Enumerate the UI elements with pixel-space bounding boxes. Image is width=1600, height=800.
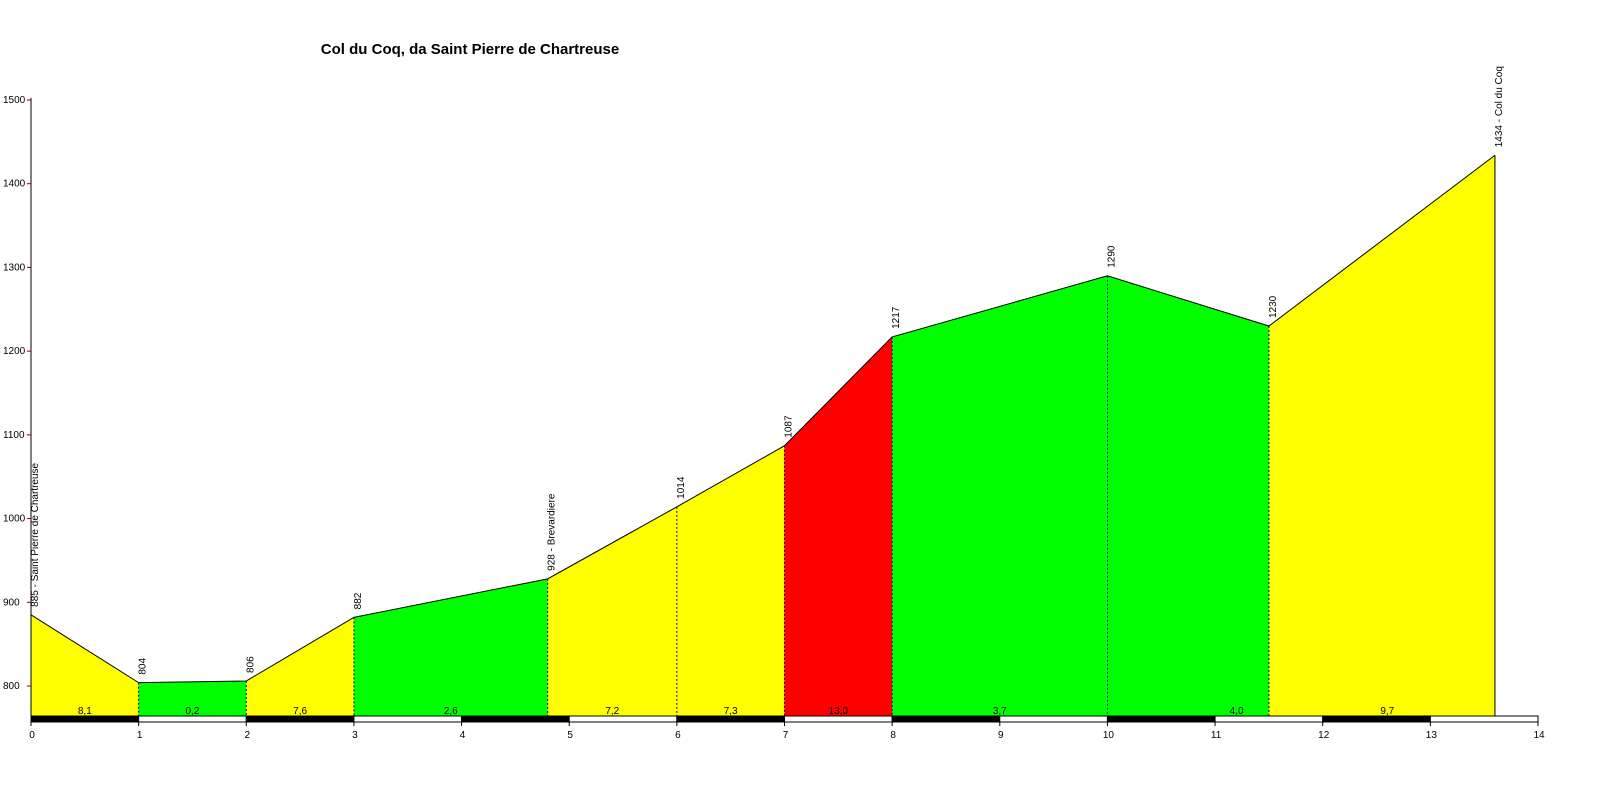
point-label: 885 - Saint Pierre de Chartreuse [30, 462, 41, 606]
point-label: 1087 [784, 415, 795, 438]
x-tick-label: 4 [460, 730, 466, 741]
gradient-label: 8,1 [78, 706, 92, 717]
gradient-label: 4,0 [1230, 706, 1244, 717]
segment-area [1268, 155, 1495, 717]
x-tick-label: 5 [567, 730, 573, 741]
y-tick-label: 1300 [3, 262, 26, 273]
segment-area [784, 336, 893, 717]
segment-area [547, 506, 677, 717]
gradient-label: 7,3 [724, 706, 738, 717]
scale-bar-segment [1322, 715, 1431, 723]
y-tick-label: 1400 [3, 179, 26, 190]
gradient-label: 7,2 [605, 706, 619, 717]
segment-area [31, 614, 139, 717]
gradient-label: 3,7 [993, 706, 1007, 717]
gradient-label: 9,7 [1380, 706, 1394, 717]
point-label: 882 [353, 592, 364, 609]
x-tick-label: 3 [352, 730, 358, 741]
x-tick-label: 14 [1533, 730, 1545, 741]
scale-bar-segment [461, 715, 570, 723]
segment-area [1107, 275, 1269, 717]
x-tick-label: 6 [675, 730, 681, 741]
gradient-label: 13,0 [829, 706, 849, 717]
segment-area [892, 275, 1108, 717]
y-tick-label: 1200 [3, 346, 26, 357]
y-tick-label: 800 [3, 681, 20, 692]
y-tick-label: 900 [3, 597, 20, 608]
segment-area [138, 680, 247, 717]
x-tick-label: 1 [137, 730, 143, 741]
point-label: 1434 - Col du Coq [1494, 66, 1505, 147]
x-tick-label: 2 [245, 730, 251, 741]
gradient-label: 2,6 [444, 706, 458, 717]
x-tick-label: 11 [1211, 730, 1222, 741]
scale-bar-segment [1106, 715, 1216, 723]
point-label: 804 [138, 658, 149, 675]
gradient-label: 7,6 [293, 706, 307, 717]
point-label: 1290 [1106, 245, 1117, 268]
x-tick-label: 10 [1103, 730, 1115, 741]
point-label: 1230 [1268, 295, 1279, 318]
point-label: 1217 [891, 306, 902, 329]
segment-area [246, 617, 354, 717]
scale-bar-segment [999, 715, 1108, 723]
scale-bar-segment [568, 715, 678, 723]
x-tick-label: 13 [1426, 730, 1438, 741]
x-tick-label: 8 [890, 730, 896, 741]
x-tick-label: 0 [29, 730, 35, 741]
chart-title: Col du Coq, da Saint Pierre de Chartreus… [321, 41, 619, 58]
point-label: 1014 [676, 476, 687, 499]
y-tick-label: 1500 [3, 95, 26, 106]
segment-area [353, 578, 548, 717]
gradient-label: 0,2 [186, 706, 200, 717]
point-label: 806 [245, 656, 256, 673]
x-tick-label: 9 [998, 730, 1004, 741]
y-tick-label: 1100 [3, 430, 25, 441]
scale-bar-segment [891, 715, 1001, 723]
scale-bar-segment [1429, 715, 1539, 723]
segment-area [676, 445, 785, 717]
point-label: 928 - Brevardiere [547, 493, 558, 571]
x-tick-label: 12 [1318, 730, 1330, 741]
y-tick-label: 1000 [3, 514, 26, 525]
x-tick-label: 7 [783, 730, 789, 741]
